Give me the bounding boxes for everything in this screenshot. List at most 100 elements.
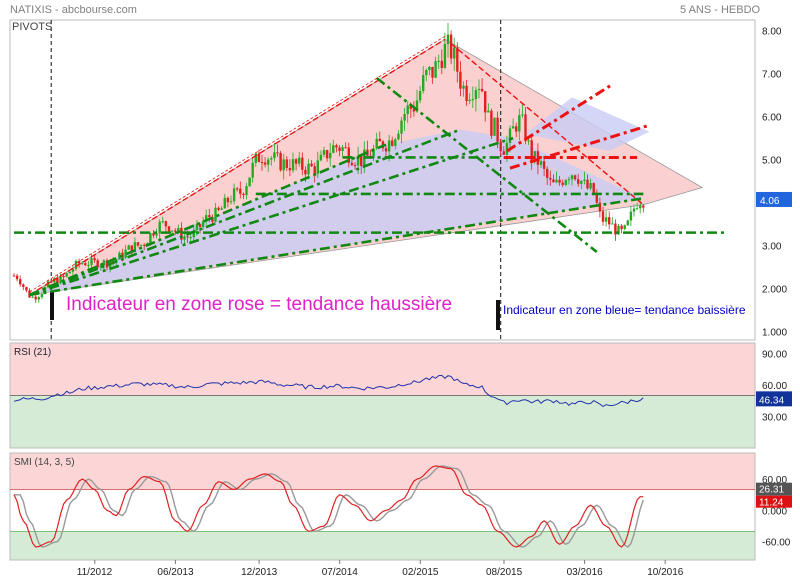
candle-body	[208, 215, 211, 218]
candle-body	[127, 245, 130, 250]
candle-body	[462, 85, 465, 89]
candle-body	[391, 140, 394, 146]
candle-body	[428, 66, 431, 71]
price-tick-label: 1.000	[762, 327, 787, 338]
candle-body	[40, 293, 44, 298]
candle-body	[564, 180, 567, 185]
candle-body	[282, 159, 285, 171]
candle-body	[12, 275, 16, 277]
pink-zone-annotation: Indicateur en zone rose = tendance hauss…	[66, 294, 453, 315]
candle-body	[136, 242, 140, 246]
candle-body	[226, 197, 230, 203]
candle-body	[555, 179, 558, 183]
candle-body	[248, 177, 251, 187]
candle-body	[164, 221, 168, 227]
smi-signal-line	[14, 465, 644, 548]
candle-body	[319, 154, 323, 161]
candle-body	[397, 133, 400, 140]
candle-body	[198, 224, 202, 227]
candle-body	[344, 147, 347, 149]
pink-zone-top-edge	[29, 35, 446, 293]
x-tick-label: 08/2015	[486, 567, 523, 578]
candle-body	[449, 34, 453, 59]
pivot-line-1	[29, 38, 446, 296]
candle-body	[214, 207, 217, 222]
candle-body	[487, 110, 490, 113]
candle-body	[288, 168, 292, 171]
price-last-badge	[756, 191, 792, 207]
candle-body	[474, 89, 478, 100]
candle-body	[322, 150, 326, 155]
candle-body	[220, 208, 223, 210]
blue-zone-annotation: Indicateur en zone bleue= tendance baiss…	[503, 303, 746, 317]
pivot-bar-1	[50, 292, 54, 320]
candle-body	[263, 162, 267, 165]
candle-body	[384, 148, 388, 152]
candle-body	[124, 249, 127, 258]
rsi-tick-label: 30.00	[762, 413, 787, 424]
candle-body	[347, 147, 350, 163]
x-tick-label: 06/2013	[157, 567, 194, 578]
candle-body	[573, 175, 577, 180]
candle-body	[378, 138, 381, 142]
candle-body	[626, 220, 629, 226]
candle-body	[158, 221, 161, 234]
candle-body	[353, 165, 357, 167]
candle-body	[524, 114, 527, 142]
candle-body	[130, 245, 133, 252]
candle-body	[539, 161, 543, 165]
candle-body	[536, 151, 540, 165]
candle-body	[456, 47, 459, 72]
candle-body	[325, 150, 329, 159]
blue-zone-upper	[525, 97, 650, 152]
candle-body	[118, 252, 121, 260]
rsi-tick-label: 90.00	[762, 350, 787, 361]
pivot-bar-2	[496, 300, 500, 330]
candle-body	[177, 227, 180, 232]
candle-body	[468, 99, 471, 102]
candle-body	[530, 140, 533, 161]
candle-body	[87, 264, 90, 266]
x-tick-label: 07/2014	[322, 567, 359, 578]
smi-tick-label: 60.00	[762, 475, 787, 486]
candle-body	[518, 115, 521, 132]
candle-body	[149, 233, 152, 244]
smi-last-value: 26.31	[759, 485, 784, 496]
candle-body	[270, 158, 273, 160]
smi-tick-label: 0.000	[762, 506, 787, 517]
candle-body	[577, 179, 580, 184]
candle-body	[639, 205, 642, 209]
candle-body	[533, 151, 536, 161]
candle-body	[521, 114, 524, 116]
smi-signal-badge	[756, 495, 792, 508]
candle-body	[167, 226, 171, 232]
candle-body	[604, 217, 608, 222]
candle-body	[418, 90, 422, 101]
candle-body	[453, 47, 456, 59]
candle-body	[260, 162, 264, 164]
candle-body	[15, 275, 19, 280]
candle-body	[567, 179, 571, 181]
candle-body	[254, 153, 257, 163]
candle-body	[279, 152, 282, 171]
candle-body	[446, 34, 450, 44]
candle-body	[480, 88, 484, 92]
candle-body	[394, 139, 397, 146]
candle-body	[360, 155, 363, 166]
candle-body	[409, 105, 412, 109]
candle-body	[298, 157, 301, 164]
candle-body	[307, 163, 310, 175]
candle-body	[62, 276, 65, 278]
candle-body	[68, 271, 71, 274]
rsi-title: RSI (21)	[14, 347, 51, 358]
candle-body	[592, 183, 595, 195]
price-tick-label: 7.00	[762, 70, 782, 81]
candle-body	[294, 159, 298, 164]
candle-body	[232, 188, 236, 202]
candle-body	[580, 180, 583, 184]
candle-body	[471, 99, 474, 101]
candle-body	[589, 183, 592, 189]
candle-body	[37, 297, 40, 300]
candle-body	[84, 263, 87, 266]
price-tick-label: 2.000	[762, 284, 787, 295]
